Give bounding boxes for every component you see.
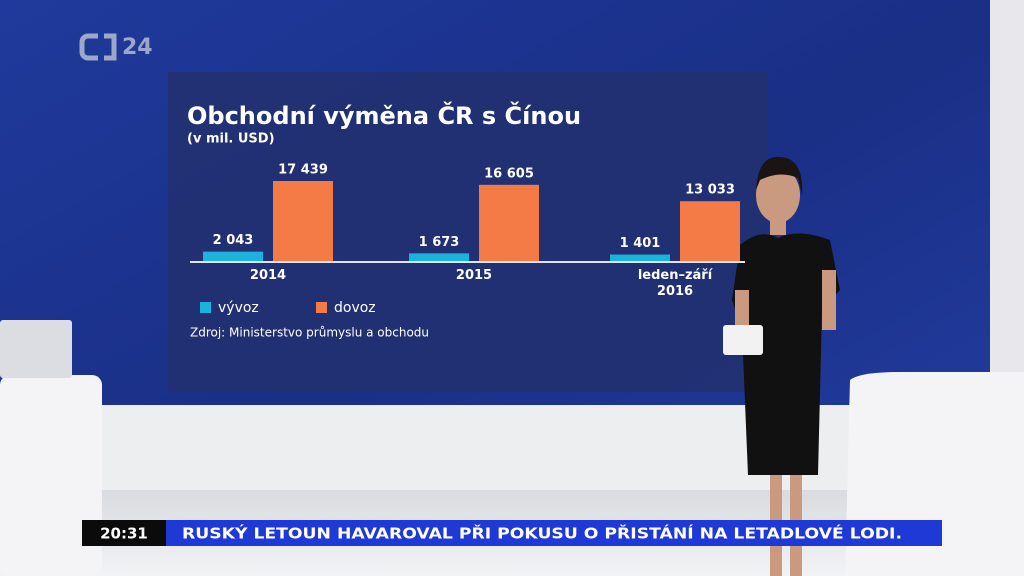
- bar: [273, 181, 333, 261]
- bar: [680, 201, 740, 261]
- data-label: 1 401: [620, 236, 661, 251]
- ticker-headline: RUSKÝ LETOUN HAVAROVAL PŘI POKUSU O PŘIS…: [182, 524, 902, 543]
- laptop: [0, 320, 72, 378]
- legend-label: vývoz: [218, 300, 259, 316]
- ticker-bar: [166, 520, 942, 546]
- logo: 24: [79, 33, 153, 61]
- presenter: [723, 156, 840, 576]
- legend-swatch: [316, 302, 327, 313]
- ticker-time: 20:31: [100, 525, 148, 543]
- studio-wall: [100, 405, 860, 505]
- legend-swatch: [200, 302, 211, 313]
- legend-label: dovoz: [334, 300, 376, 316]
- data-label: 16 605: [484, 166, 534, 181]
- wall: [990, 0, 1024, 420]
- data-label: 2 043: [213, 233, 254, 248]
- x-tick-label: 2014: [249, 268, 287, 283]
- chart-subtitle: (v mil. USD): [187, 132, 275, 147]
- bar: [409, 253, 469, 261]
- ticker-time-box: [82, 520, 166, 546]
- chart-title: Obchodní výměna ČR s Čínou: [187, 100, 581, 130]
- bar: [203, 251, 263, 261]
- desk-left: [0, 375, 102, 576]
- x-tick-label: 2015: [455, 268, 493, 283]
- bar: [610, 254, 670, 261]
- x-tick-label: leden–září 2016: [637, 268, 713, 299]
- source: Zdroj: Ministerstvo průmyslu a obchodu: [190, 326, 429, 340]
- data-label: 1 673: [419, 235, 460, 250]
- bar: [479, 184, 539, 261]
- chart-panel: [168, 72, 768, 392]
- data-label: 13 033: [685, 183, 735, 198]
- data-label: 17 439: [278, 163, 328, 178]
- logo-text: 24: [122, 35, 153, 60]
